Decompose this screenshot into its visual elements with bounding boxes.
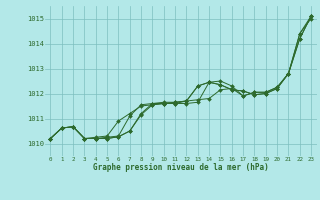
X-axis label: Graphe pression niveau de la mer (hPa): Graphe pression niveau de la mer (hPa) — [93, 163, 269, 172]
